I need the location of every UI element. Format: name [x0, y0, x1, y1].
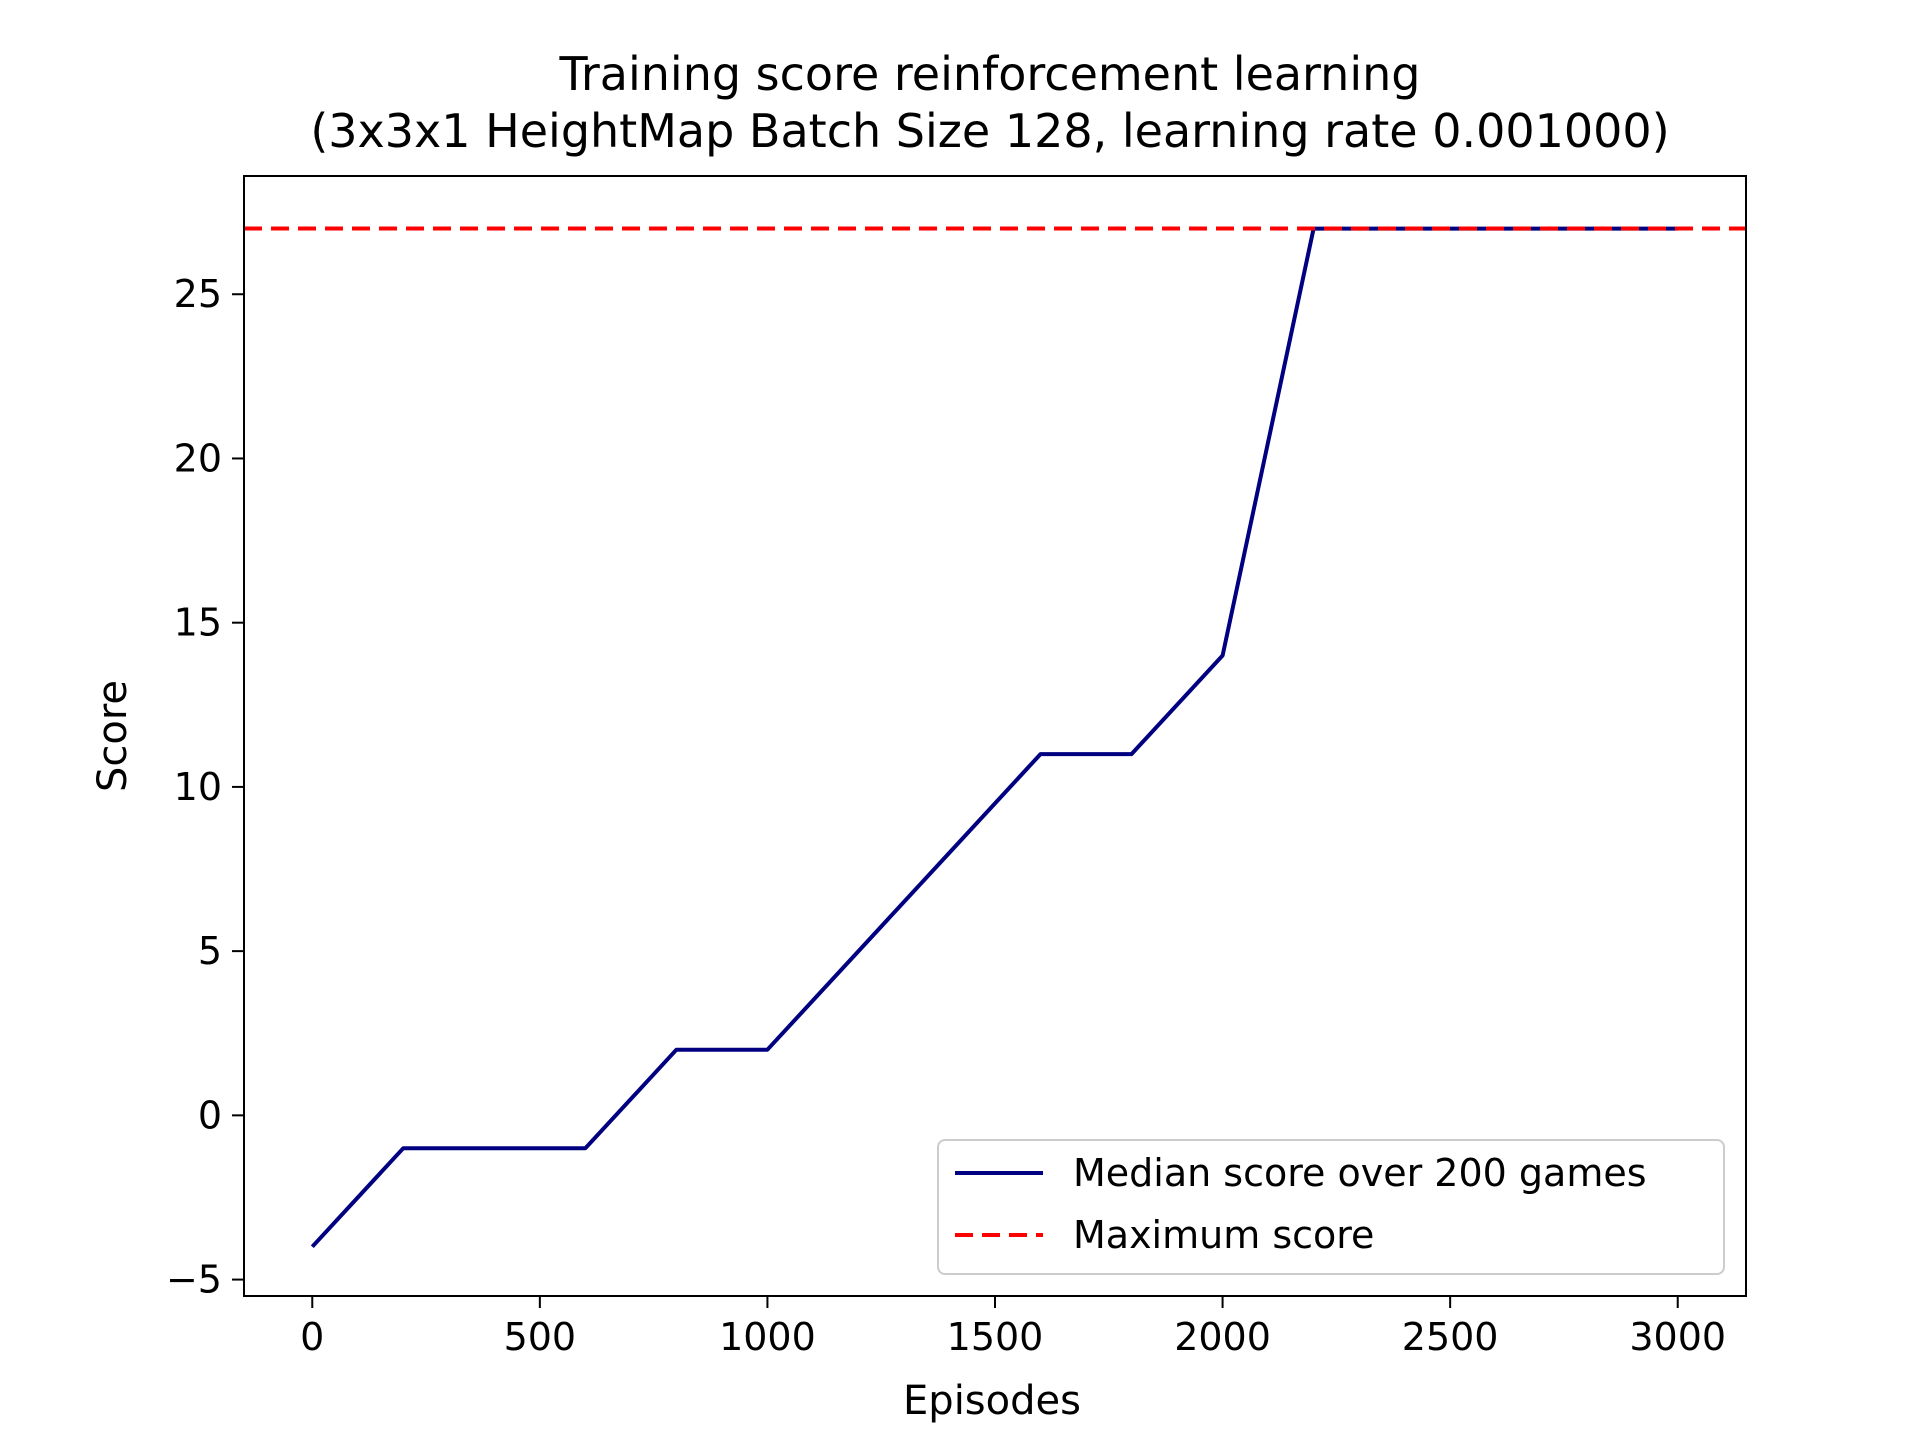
- axes-frame: [243, 175, 1747, 1297]
- y-tick-label: 0: [198, 1093, 222, 1137]
- y-tick-label: 20: [174, 436, 222, 480]
- x-axis-ticks: 0 500 1000 1500 2000 2500 3000: [300, 1296, 1726, 1359]
- x-axis-label: Episodes: [903, 1378, 1081, 1424]
- y-tick-label: 15: [174, 601, 222, 645]
- y-axis-ticks: −5 0 5 10 15 20 25: [166, 272, 244, 1302]
- y-tick-label: −5: [166, 1258, 222, 1302]
- x-tick-label: 1000: [719, 1315, 816, 1359]
- plot-area: [243, 175, 1747, 1297]
- x-tick-label: 2000: [1174, 1315, 1271, 1359]
- y-axis-label: Score: [90, 680, 136, 792]
- x-tick-label: 0: [300, 1315, 324, 1359]
- x-tick-label: 2500: [1402, 1315, 1499, 1359]
- y-tick-label: 25: [174, 272, 222, 316]
- legend-label-maximum: Maximum score: [1073, 1213, 1374, 1257]
- x-tick-label: 1500: [947, 1315, 1044, 1359]
- legend-frame: [937, 1139, 1725, 1275]
- series-line-median: [310, 226, 1678, 1249]
- x-tick-label: 500: [504, 1315, 577, 1359]
- legend-label-median: Median score over 200 games: [1073, 1151, 1647, 1195]
- legend: Median score over 200 games Maximum scor…: [937, 1139, 1725, 1275]
- x-tick-label: 3000: [1629, 1315, 1726, 1359]
- y-tick-label: 10: [174, 765, 222, 809]
- chart-title: Training score reinforcement learning: [559, 47, 1421, 101]
- chart-subtitle: (3x3x1 HeightMap Batch Size 128, learnin…: [310, 104, 1669, 158]
- y-tick-label: 5: [198, 929, 222, 973]
